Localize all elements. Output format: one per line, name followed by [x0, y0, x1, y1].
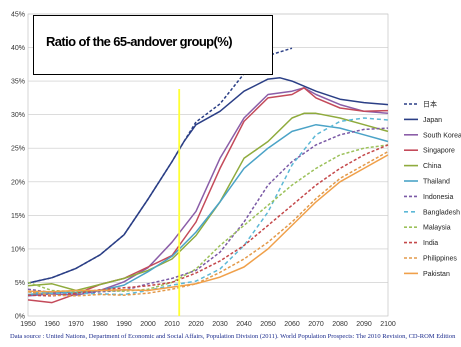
x-tick-label: 2010 [164, 321, 180, 328]
series-line-10 [27, 150, 389, 297]
series-line-2 [27, 87, 389, 297]
x-tick-label: 2060 [284, 321, 300, 328]
series-line-1 [27, 77, 389, 284]
y-tick-label: 15% [11, 213, 25, 220]
y-tick-label: 10% [11, 246, 25, 253]
legend-label-4: China [423, 163, 441, 170]
series-line-9 [27, 144, 389, 297]
x-tick-label: 2030 [212, 321, 228, 328]
legend-label-7: Bangladesh [423, 209, 460, 216]
legend-label-5: Thailand [423, 179, 450, 186]
y-tick-label: 25% [11, 146, 25, 153]
y-tick-label: 0% [15, 314, 25, 321]
series-line-3 [27, 87, 389, 304]
x-tick-label: 1980 [92, 321, 108, 328]
x-tick-label: 1990 [116, 321, 132, 328]
legend-label-0: 日本 [423, 100, 437, 109]
x-tick-label: 2070 [308, 321, 324, 328]
y-tick-label: 35% [11, 79, 25, 86]
y-tick-label: 45% [11, 12, 25, 19]
legend-label-1: Japan [423, 117, 442, 124]
chart-title: Ratio of the 65-andover group(%) [46, 34, 233, 49]
legend-label-6: Indonesia [423, 194, 453, 201]
x-tick-label: 2000 [140, 321, 156, 328]
x-tick-label: 1970 [68, 321, 84, 328]
series-line-7 [27, 117, 389, 296]
y-tick-label: 30% [11, 112, 25, 119]
legend-label-8: Malaysia [423, 225, 451, 232]
series-line-6 [27, 127, 389, 295]
legend-label-2: South Korea [423, 132, 461, 139]
series-line-11 [27, 154, 389, 293]
x-tick-label: 2100 [380, 321, 396, 328]
y-tick-label: 40% [11, 45, 25, 52]
x-tick-label: 2040 [236, 321, 252, 328]
x-tick-label: 2080 [332, 321, 348, 328]
legend-label-11: Pakistan [423, 271, 450, 278]
x-tick-label: 2090 [356, 321, 372, 328]
legend-label-3: Singapore [423, 148, 455, 155]
x-tick-label: 2050 [260, 321, 276, 328]
legend-label-10: Philippines [423, 256, 457, 263]
chart-title-box: Ratio of the 65-andover group(%) [33, 15, 273, 75]
x-tick-label: 1950 [20, 321, 36, 328]
x-tick-label: 2020 [188, 321, 204, 328]
y-tick-label: 5% [15, 280, 25, 287]
legend-label-9: India [423, 240, 438, 247]
source-note: Data source : United Nations, Department… [10, 333, 456, 340]
y-tick-label: 20% [11, 179, 25, 186]
x-tick-label: 1960 [44, 321, 60, 328]
